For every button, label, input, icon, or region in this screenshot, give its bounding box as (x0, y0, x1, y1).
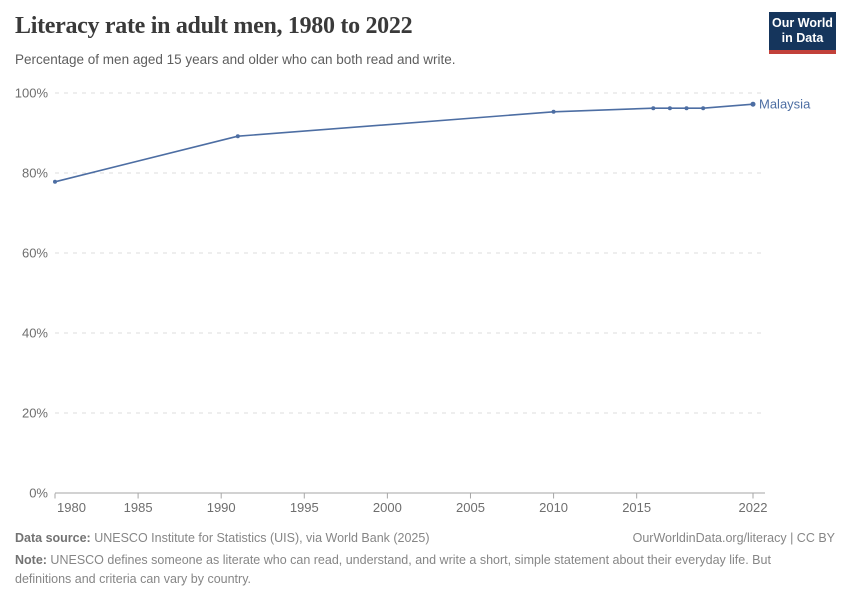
x-axis-tick-label: 2010 (539, 500, 568, 515)
y-axis-tick-label: 20% (22, 406, 48, 421)
owid-logo-line1: Our World (772, 16, 833, 30)
data-point[interactable] (701, 106, 706, 111)
y-axis-tick-label: 60% (22, 246, 48, 261)
data-point[interactable] (667, 106, 672, 111)
series-end-label[interactable]: Malaysia (759, 97, 811, 112)
data-point[interactable] (684, 106, 689, 111)
y-axis-tick-label: 40% (22, 326, 48, 341)
chart-subtitle: Percentage of men aged 15 years and olde… (15, 52, 456, 67)
x-axis-tick-label: 1990 (207, 500, 236, 515)
data-point[interactable] (551, 109, 556, 114)
data-point[interactable] (235, 134, 240, 139)
note-label: Note: (15, 553, 47, 567)
x-axis-tick-label: 1985 (124, 500, 153, 515)
x-axis-tick-label: 2000 (373, 500, 402, 515)
data-source-text: UNESCO Institute for Statistics (UIS), v… (90, 531, 430, 545)
line-chart-plot-area[interactable]: 0% 20% 40% 60% 80% 100% 1980 1985 1990 1995 2000 20… (0, 0, 850, 530)
x-axis-tick-label: 2015 (622, 500, 651, 515)
y-axis-tick-label: 100% (15, 86, 49, 101)
x-axis-tick-label: 2005 (456, 500, 485, 515)
chart-footer: Data source: UNESCO Institute for Statis… (15, 531, 835, 589)
x-axis-tick-label: 2022 (739, 500, 768, 515)
data-line-malaysia[interactable] (54, 103, 754, 183)
x-axis-tick-label: 1980 (57, 500, 86, 515)
owid-logo-line2: in Data (781, 31, 824, 46)
license-link[interactable]: OurWorldinData.org/literacy | CC BY (632, 531, 835, 545)
y-axis-tick-label: 0% (29, 486, 48, 501)
data-point[interactable] (651, 106, 656, 111)
data-point[interactable] (53, 179, 57, 184)
y-axis-tick-label: 80% (22, 166, 48, 181)
page-title: Literacy rate in adult men, 1980 to 2022 (15, 13, 413, 39)
owid-logo[interactable]: Our World in Data (769, 12, 836, 54)
data-source-label: Data source: (15, 531, 91, 545)
chart-note: Note: UNESCO defines someone as literate… (15, 551, 815, 589)
note-text: UNESCO defines someone as literate who c… (15, 553, 771, 586)
data-point[interactable] (750, 101, 756, 107)
data-source-line: Data source: UNESCO Institute for Statis… (15, 531, 430, 545)
x-axis-tick-label: 1995 (290, 500, 319, 515)
